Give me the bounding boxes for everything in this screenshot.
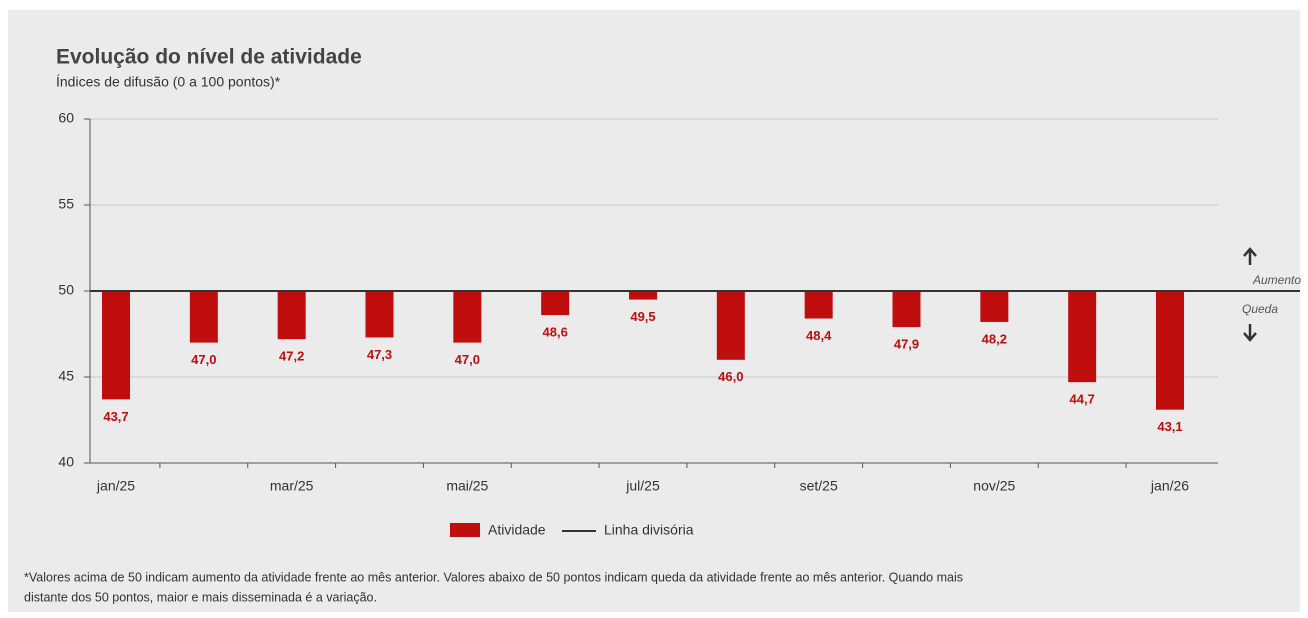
data-label: 49,5	[630, 309, 655, 324]
y-tick-label: 60	[58, 110, 74, 126]
data-label: 47,9	[894, 337, 919, 352]
chart-subtitle: Índices de difusão (0 a 100 pontos)*	[56, 74, 281, 90]
bar	[102, 291, 130, 400]
legend-label: Linha divisória	[604, 522, 694, 538]
data-label: 43,1	[1157, 419, 1182, 434]
bar	[189, 291, 218, 343]
legend-swatch	[450, 523, 480, 537]
y-tick-label: 55	[58, 196, 74, 212]
data-label: 47,0	[455, 352, 480, 367]
data-label: 43,7	[103, 409, 128, 424]
data-label: 47,3	[367, 347, 392, 362]
legend-label: Atividade	[488, 522, 546, 538]
annotation-down: Queda	[1242, 302, 1278, 316]
annotation-up: Aumento	[1252, 273, 1301, 287]
x-tick-label: mai/25	[446, 478, 488, 494]
y-tick-label: 40	[58, 454, 74, 470]
chart-title: Evolução do nível de atividade	[56, 46, 362, 69]
bar	[716, 291, 745, 360]
bar	[892, 291, 921, 328]
bar	[1068, 291, 1097, 383]
data-label: 48,4	[806, 328, 832, 343]
x-tick-label: mar/25	[270, 478, 314, 494]
data-label: 46,0	[718, 369, 743, 384]
x-tick-label: jan/26	[1150, 478, 1189, 494]
x-tick-label: jul/25	[625, 478, 660, 494]
bar	[980, 291, 1009, 322]
footnote: *Valores acima de 50 indicam aumento da …	[24, 570, 963, 584]
x-tick-label: nov/25	[973, 478, 1015, 494]
data-label: 47,2	[279, 349, 304, 364]
bar	[365, 291, 394, 338]
arrow-down	[1243, 324, 1257, 342]
x-tick-label: set/25	[800, 478, 838, 494]
bar	[541, 291, 570, 316]
x-tick-label: jan/25	[96, 478, 135, 494]
bar	[804, 291, 833, 319]
data-label: 48,6	[543, 325, 568, 340]
bar	[1156, 291, 1184, 410]
data-label: 44,7	[1070, 392, 1095, 407]
bar	[277, 291, 306, 340]
footnote: distante dos 50 pontos, maior e mais dis…	[24, 590, 377, 604]
data-label: 48,2	[982, 331, 1007, 346]
y-tick-label: 50	[58, 282, 74, 298]
bar	[629, 291, 657, 300]
arrow-up	[1243, 247, 1257, 265]
y-tick-label: 45	[58, 368, 74, 384]
bar	[453, 291, 482, 343]
data-label: 47,0	[191, 352, 216, 367]
